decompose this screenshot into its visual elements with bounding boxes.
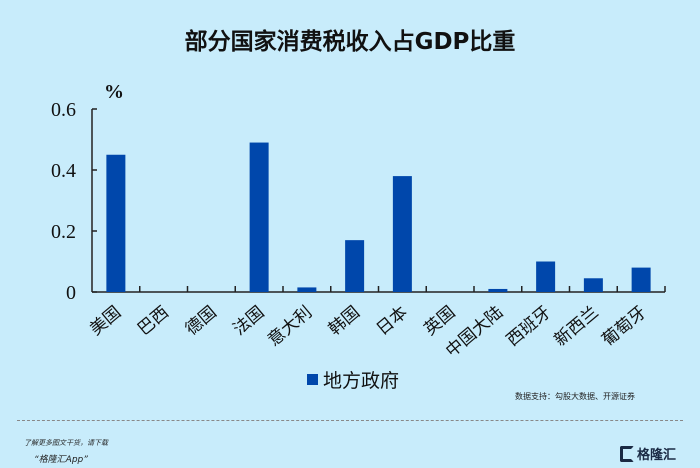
bar-日本: [392, 176, 412, 292]
bar-西班牙: [536, 261, 556, 292]
x-tick-label: 德国: [182, 303, 221, 340]
logo-text: 格隆汇: [636, 448, 676, 463]
x-tick-label: 美国: [86, 303, 125, 340]
bar-法国: [249, 142, 269, 292]
brand-logo: 格隆汇: [619, 444, 676, 463]
y-unit-label: %: [104, 81, 124, 103]
x-tick-label: 巴西: [134, 303, 173, 340]
bar-新西兰: [583, 278, 603, 292]
promo-app-name: “格隆汇App”: [34, 455, 88, 465]
source-note: 数据支持：勾股大数据、开源证券: [515, 392, 635, 401]
x-tick-label: 西班牙: [503, 303, 555, 351]
y-tick-label: 0: [66, 282, 76, 304]
bar-美国: [106, 154, 126, 292]
bar-中国大陆: [488, 288, 508, 292]
bar-韩国: [345, 240, 365, 292]
legend: 地方政府: [307, 366, 399, 393]
x-tick-label: 葡萄牙: [598, 303, 650, 351]
legend-swatch: [307, 374, 318, 385]
x-tick-label: 日本: [373, 303, 412, 340]
chart-title: 部分国家消费税收入占GDP比重: [184, 29, 516, 55]
bar-意大利: [297, 287, 317, 292]
x-tick-label: 新西兰: [551, 303, 603, 351]
y-tick-label: 0.2: [51, 221, 76, 243]
promo-text: 了解更多图文干货，请下载: [24, 439, 108, 447]
divider: [17, 420, 683, 421]
x-tick-label: 意大利: [264, 303, 316, 351]
logo-icon: [619, 445, 634, 462]
x-tick-label: 法国: [229, 303, 268, 340]
bar-葡萄牙: [631, 267, 651, 292]
x-tick-label: 韩国: [325, 303, 364, 340]
legend-label: 地方政府: [323, 370, 400, 392]
y-tick-label: 0.6: [51, 99, 76, 121]
y-tick-label: 0.4: [51, 160, 76, 182]
x-tick-label: 英国: [420, 303, 459, 340]
